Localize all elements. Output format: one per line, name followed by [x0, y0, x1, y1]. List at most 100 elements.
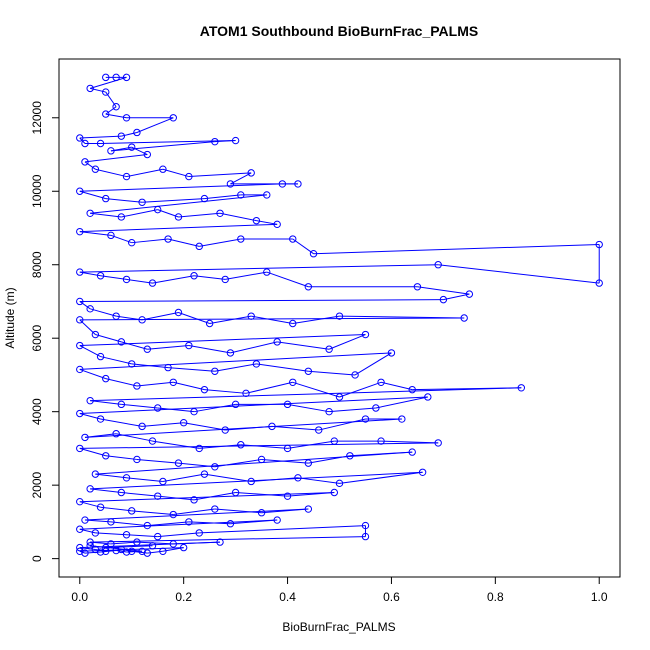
series-segment	[100, 506, 132, 512]
data-point	[148, 437, 157, 445]
data-point	[91, 165, 100, 173]
data-point	[372, 404, 380, 412]
series-segment	[79, 135, 122, 139]
data-point	[133, 538, 141, 546]
data-point	[247, 169, 255, 177]
series-segment	[79, 528, 96, 534]
data-point	[81, 433, 89, 442]
series-segment	[277, 341, 330, 350]
series-segment	[90, 545, 106, 549]
data-point	[413, 283, 422, 291]
data-point	[231, 488, 240, 497]
x-tick-label: 1.0	[591, 590, 608, 604]
data-point	[81, 549, 89, 557]
data-point	[200, 194, 209, 203]
data-point	[128, 143, 136, 151]
data-point	[169, 510, 177, 519]
series-segment	[318, 418, 366, 431]
data-point	[247, 312, 255, 320]
data-point	[325, 407, 333, 416]
series-segment	[90, 471, 423, 490]
data-point	[76, 187, 84, 195]
series-segment	[84, 154, 148, 163]
data-point	[143, 549, 152, 557]
series-segment	[79, 345, 101, 358]
series-segment	[79, 547, 96, 550]
y-axis: 0 2000 4000 6000 8000 10000 12000	[30, 101, 60, 562]
series-segment	[193, 275, 226, 280]
data-point	[76, 444, 84, 453]
data-point	[76, 297, 84, 306]
y-axis-label: Altitude (m)	[3, 287, 17, 348]
series-segment	[380, 381, 413, 391]
x-tick-label: 0.2	[175, 590, 192, 604]
data-point	[377, 437, 385, 445]
series-segment	[167, 238, 200, 247]
data-point	[174, 308, 183, 317]
series-segment	[105, 455, 137, 460]
data-point	[346, 452, 354, 460]
data-point	[159, 547, 167, 555]
data-point	[335, 312, 344, 320]
data-point	[174, 459, 183, 467]
data-point	[91, 470, 100, 478]
data-point	[107, 147, 115, 155]
data-point	[237, 191, 245, 199]
data-point	[143, 150, 152, 159]
data-point	[96, 352, 105, 361]
series-segment	[95, 532, 127, 536]
y-tick-label: 8000	[30, 251, 44, 278]
data-point	[465, 290, 474, 298]
series-segment	[292, 381, 340, 398]
series-segment	[219, 212, 257, 222]
data-point	[86, 305, 94, 313]
data-point	[96, 139, 105, 148]
series-segment	[79, 301, 91, 310]
data-point	[102, 547, 110, 555]
series-segment	[100, 418, 143, 427]
data-point	[86, 84, 94, 93]
series-segment	[79, 547, 184, 552]
series-segment	[90, 212, 122, 218]
data-point	[76, 365, 84, 374]
data-point	[102, 73, 110, 82]
series-segment	[79, 368, 106, 380]
data-point	[211, 505, 219, 513]
series-segment	[313, 244, 600, 255]
series-segment	[157, 532, 200, 538]
series-segment	[131, 238, 169, 244]
data-point	[252, 216, 261, 225]
series-segment	[375, 396, 428, 409]
data-point	[128, 507, 136, 515]
series-segment	[79, 396, 428, 415]
data-point	[76, 227, 84, 236]
series-segment	[354, 352, 392, 376]
data-point	[76, 547, 84, 555]
data-point	[216, 538, 224, 546]
data-point	[138, 547, 146, 555]
series-segment	[178, 312, 210, 324]
data-point	[102, 374, 110, 383]
data-point	[76, 268, 84, 276]
series-segment	[105, 378, 138, 387]
data-point	[263, 191, 271, 199]
series-segment	[79, 352, 392, 370]
series-segment	[79, 231, 112, 236]
series-segment	[105, 198, 143, 203]
series-segment	[256, 363, 309, 372]
series-segment	[142, 422, 184, 427]
series-segment	[209, 315, 252, 325]
data-point	[304, 505, 313, 513]
y-tick-label: 2000	[30, 471, 44, 498]
data-point	[439, 295, 448, 304]
data-point	[211, 367, 219, 375]
data-point	[76, 341, 84, 350]
data-point	[153, 492, 162, 500]
data-point	[153, 404, 162, 412]
series-segment	[193, 403, 236, 413]
data-point	[221, 426, 229, 434]
series-segment	[100, 140, 236, 144]
data-point	[190, 407, 198, 416]
data-point	[294, 180, 302, 188]
series-segment	[121, 403, 158, 409]
